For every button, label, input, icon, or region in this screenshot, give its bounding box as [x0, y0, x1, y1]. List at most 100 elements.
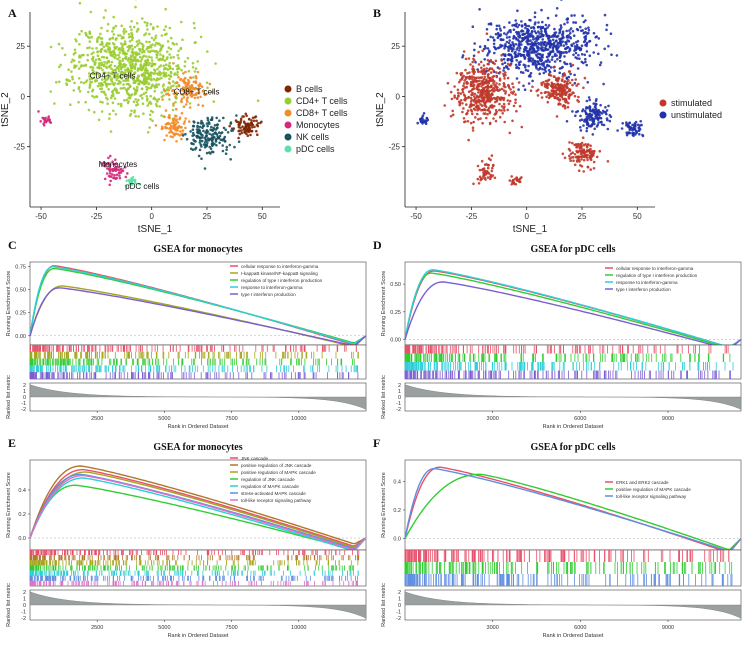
scatter-point — [493, 80, 496, 83]
legend-label: JNK cascade — [241, 456, 269, 461]
scatter-point — [585, 106, 588, 109]
scatter-point — [135, 100, 139, 104]
scatter-point — [477, 63, 481, 66]
scatter-point — [124, 68, 127, 72]
scatter-point — [503, 120, 506, 124]
scatter-point — [99, 82, 103, 85]
scatter-point — [164, 7, 167, 11]
scatter-point — [586, 117, 589, 121]
legend-label: stress-activated MAPK cascade — [241, 491, 306, 496]
scatter-point — [90, 65, 93, 69]
scatter-point — [463, 86, 467, 89]
scatter-point — [503, 77, 506, 80]
y2-axis-title: Ranked list metric — [381, 375, 387, 419]
scatter-point — [548, 70, 552, 74]
scatter-point — [148, 62, 152, 65]
scatter-point — [181, 86, 185, 89]
scatter-point — [539, 47, 543, 50]
scatter-point — [189, 76, 193, 80]
scatter-point — [422, 112, 426, 115]
scatter-point — [105, 56, 109, 59]
scatter-point — [584, 43, 587, 47]
scatter-point — [128, 40, 132, 43]
scatter-point — [255, 133, 259, 136]
scatter-point — [472, 120, 475, 124]
gsea-monocytes-ifn-chart: GSEA for monocytes0.750.500.250.00Runnin… — [6, 244, 367, 430]
scatter-point — [530, 51, 533, 54]
scatter-point — [238, 132, 242, 136]
scatter-point — [82, 64, 85, 67]
scatter-point — [160, 127, 164, 131]
scatter-point — [516, 54, 519, 58]
scatter-point — [137, 83, 141, 86]
scatter-point — [475, 76, 478, 80]
scatter-point — [462, 107, 465, 110]
scatter-point — [112, 94, 115, 98]
scatter-point — [190, 84, 194, 88]
scatter-point — [53, 102, 56, 105]
scatter-point — [495, 71, 498, 74]
scatter-point — [108, 112, 111, 116]
scatter-point — [171, 41, 174, 45]
scatter-point — [490, 154, 494, 157]
scatter-point — [194, 146, 198, 150]
scatter-point — [473, 48, 476, 52]
scatter-point — [206, 118, 210, 122]
scatter-point — [536, 36, 539, 39]
scatter-point — [150, 64, 153, 68]
es-curve-line — [404, 281, 742, 350]
scatter-point — [191, 128, 195, 131]
scatter-point — [588, 40, 591, 43]
cluster-label: CD8+ T cells — [174, 87, 220, 96]
scatter-point — [503, 32, 506, 35]
scatter-point — [79, 81, 83, 84]
scatter-point — [113, 174, 116, 177]
scatter-point — [583, 120, 586, 123]
legend-label: regulation of type I interferon producti… — [241, 278, 323, 283]
scatter-point — [559, 44, 563, 47]
scatter-point — [595, 35, 598, 38]
legend-swatch — [284, 133, 292, 141]
scatter-point — [562, 104, 565, 107]
scatter-point — [129, 45, 132, 48]
scatter-point — [203, 167, 207, 170]
scatter-point — [521, 33, 525, 37]
scatter-point — [77, 67, 81, 70]
scatter-point — [585, 115, 589, 119]
scatter-point — [582, 124, 585, 127]
scatter-point — [117, 67, 120, 70]
scatter-point — [489, 71, 493, 74]
scatter-point — [126, 73, 129, 77]
scatter-point — [498, 67, 501, 70]
scatter-point — [117, 102, 120, 106]
scatter-point — [134, 58, 138, 62]
scatter-point — [565, 41, 568, 44]
scatter-point — [132, 100, 136, 104]
scatter-point — [514, 183, 518, 186]
scatter-point — [483, 58, 486, 61]
scatter-point — [175, 91, 178, 94]
scatter-point — [490, 88, 494, 92]
scatter-point — [130, 20, 133, 23]
scatter-point — [477, 105, 480, 109]
scatter-point — [549, 95, 552, 98]
scatter-point — [498, 83, 501, 86]
scatter-point — [58, 80, 61, 84]
scatter-point — [132, 78, 135, 81]
scatter-point — [88, 40, 92, 43]
scatter-point — [577, 95, 580, 99]
scatter-point — [504, 85, 507, 89]
x-tick-label: 0 — [149, 212, 154, 221]
scatter-point — [239, 121, 242, 124]
scatter-point — [147, 82, 151, 85]
scatter-point — [581, 154, 584, 157]
scatter-point — [194, 67, 198, 70]
scatter-point — [77, 100, 80, 104]
scatter-point — [168, 122, 172, 126]
y-tick-label: 0.75 — [15, 265, 26, 271]
scatter-point — [146, 104, 149, 107]
scatter-point — [533, 15, 537, 19]
scatter-point — [169, 47, 173, 51]
scatter-point — [583, 76, 587, 80]
